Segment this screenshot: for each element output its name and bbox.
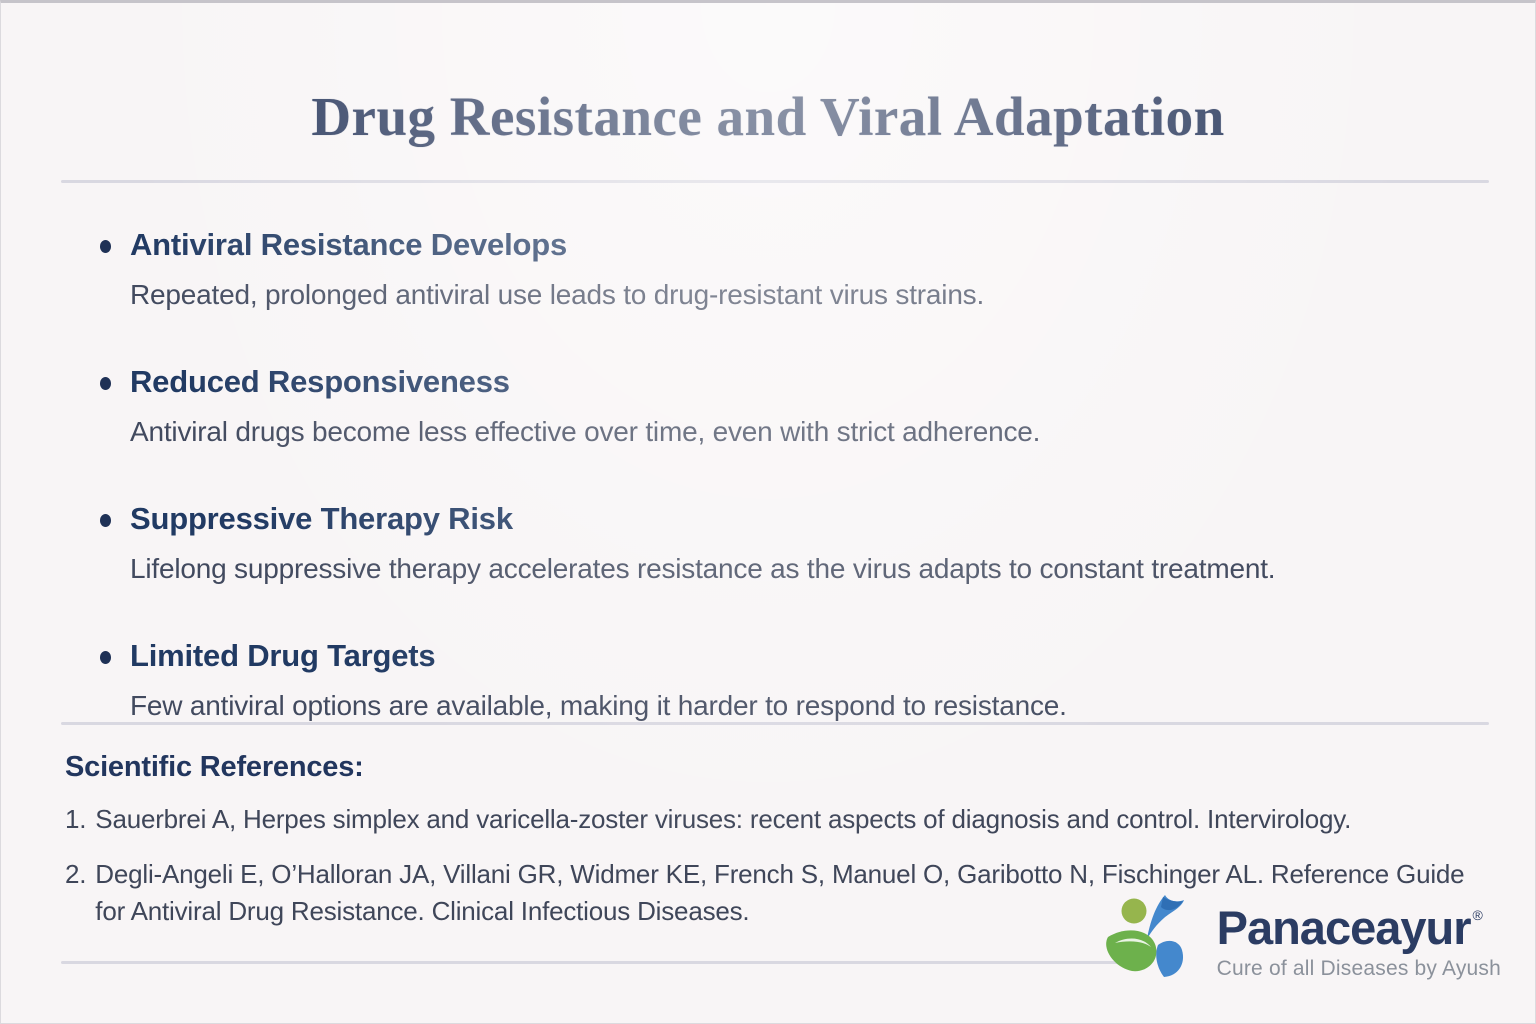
bullet-item-suppressive-therapy-risk: Suppressive Therapy Risk Lifelong suppre…	[100, 501, 1475, 585]
bullet-dot-icon	[100, 513, 111, 527]
bullet-head: Antiviral Resistance Develops	[100, 227, 1475, 263]
bullet-body: Lifelong suppressive therapy accelerates…	[130, 553, 1276, 584]
bullet-heading: Limited Drug Targets	[130, 638, 436, 673]
panaceayur-logo-icon	[1105, 895, 1184, 977]
divider-above-logo	[61, 961, 1146, 965]
bullet-body: Antiviral drugs become less effective ov…	[130, 416, 1041, 447]
reference-text: Sauerbrei A, Herpes simplex and varicell…	[95, 804, 1352, 834]
registered-trademark-icon: ®	[1472, 906, 1483, 923]
bullet-heading: Reduced Responsiveness	[130, 364, 510, 399]
bullet-body: Few antiviral options are available, mak…	[130, 690, 1067, 721]
references-heading: Scientific References:	[65, 751, 364, 783]
bullet-heading: Antiviral Resistance Develops	[130, 227, 567, 262]
reference-number: 1.	[65, 804, 87, 834]
bullet-dot-icon	[100, 239, 111, 253]
bullet-head: Suppressive Therapy Risk	[100, 501, 1475, 537]
bullet-item-antiviral-resistance: Antiviral Resistance Develops Repeated, …	[100, 227, 1475, 311]
bullet-item-reduced-responsiveness: Reduced Responsiveness Antiviral drugs b…	[100, 364, 1475, 448]
bullet-dot-icon	[100, 376, 111, 390]
bullet-head: Reduced Responsiveness	[100, 364, 1475, 400]
references-section: Scientific References: 1. Sauerbrei A, H…	[65, 751, 1475, 931]
reference-text: Degli-Angeli E, O’Halloran JA, Villani G…	[95, 858, 1465, 927]
panaceayur-logo: Panaceayur ® Cure of all Diseases by Ayu…	[1101, 891, 1501, 993]
reference-number: 2.	[65, 858, 87, 889]
bullet-list: Antiviral Resistance Develops Repeated, …	[100, 227, 1475, 722]
bullet-item-limited-drug-targets: Limited Drug Targets Few antiviral optio…	[100, 638, 1475, 722]
logo-wordmark: Panaceayur	[1216, 900, 1472, 954]
logo-name-row: Panaceayur ®	[1217, 904, 1501, 951]
bullet-body: Repeated, prolonged antiviral use leads …	[130, 279, 985, 310]
logo-tagline: Cure of all Diseases by Ayush	[1216, 956, 1501, 980]
bullet-heading: Suppressive Therapy Risk	[130, 501, 513, 536]
bullet-head: Limited Drug Targets	[100, 638, 1475, 674]
logo-text-block: Panaceayur ® Cure of all Diseases by Ayu…	[1217, 904, 1501, 981]
reference-item-1: 1. Sauerbrei A, Herpes simplex and varic…	[65, 801, 1465, 839]
bullet-dot-icon	[100, 650, 111, 664]
divider-under-title	[61, 180, 1489, 183]
page-title: Drug Resistance and Viral Adaptation	[311, 86, 1225, 147]
reference-item-2: 2. Degli-Angeli E, O’Halloran JA, Villan…	[65, 856, 1465, 931]
divider-above-references	[61, 722, 1489, 725]
